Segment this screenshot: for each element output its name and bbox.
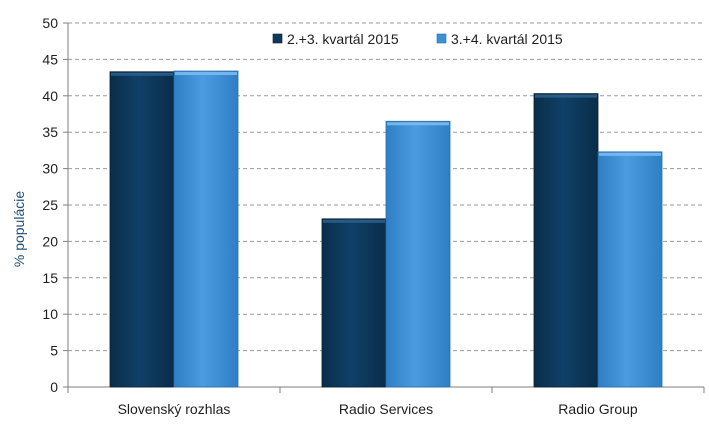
x-tick-label: Radio Services	[339, 401, 433, 417]
bar-top-highlight	[387, 122, 449, 126]
y-tick-label: 50	[42, 15, 58, 31]
y-tick-label: 15	[42, 270, 58, 286]
y-tick-label: 10	[42, 306, 58, 322]
y-axis-label: % populácie	[11, 191, 27, 267]
legend-swatch	[436, 33, 447, 44]
y-tick-label: 0	[50, 379, 58, 395]
legend: 2.+3. kvartál 2015 3.+4. kvartál 2015	[272, 31, 563, 47]
legend-swatch	[272, 33, 283, 44]
bar-series-2	[385, 120, 451, 388]
bar-top-highlight	[599, 152, 661, 156]
x-tick-label: Radio Group	[558, 401, 638, 417]
y-tick-label: 5	[50, 343, 58, 359]
bar-series-2	[597, 151, 663, 388]
bar-series-1	[321, 218, 387, 388]
y-tick-label: 40	[42, 88, 58, 104]
legend-label: 3.+4. kvartál 2015	[451, 31, 563, 47]
legend-label: 2.+3. kvartál 2015	[287, 31, 399, 47]
bars	[109, 70, 663, 388]
y-tick-label: 20	[42, 233, 58, 249]
x-tick-label: Slovenský rozhlas	[118, 401, 231, 417]
bar-top-highlight	[111, 72, 173, 76]
bar-series-2	[173, 70, 239, 388]
y-tick-label: 30	[42, 161, 58, 177]
bar-top-highlight	[323, 219, 385, 223]
y-tick-label: 25	[42, 197, 58, 213]
bar-series-1	[109, 71, 175, 388]
bar-top-highlight	[175, 72, 237, 76]
bar-series-1	[533, 93, 599, 388]
tick-labels: 0 5 10 15 20 25 30 35 40 45 50 Slovenský rozhlas Rad…	[42, 15, 637, 417]
y-tick-label: 35	[42, 124, 58, 140]
bar-top-highlight	[535, 94, 597, 98]
y-tick-label: 45	[42, 51, 58, 67]
